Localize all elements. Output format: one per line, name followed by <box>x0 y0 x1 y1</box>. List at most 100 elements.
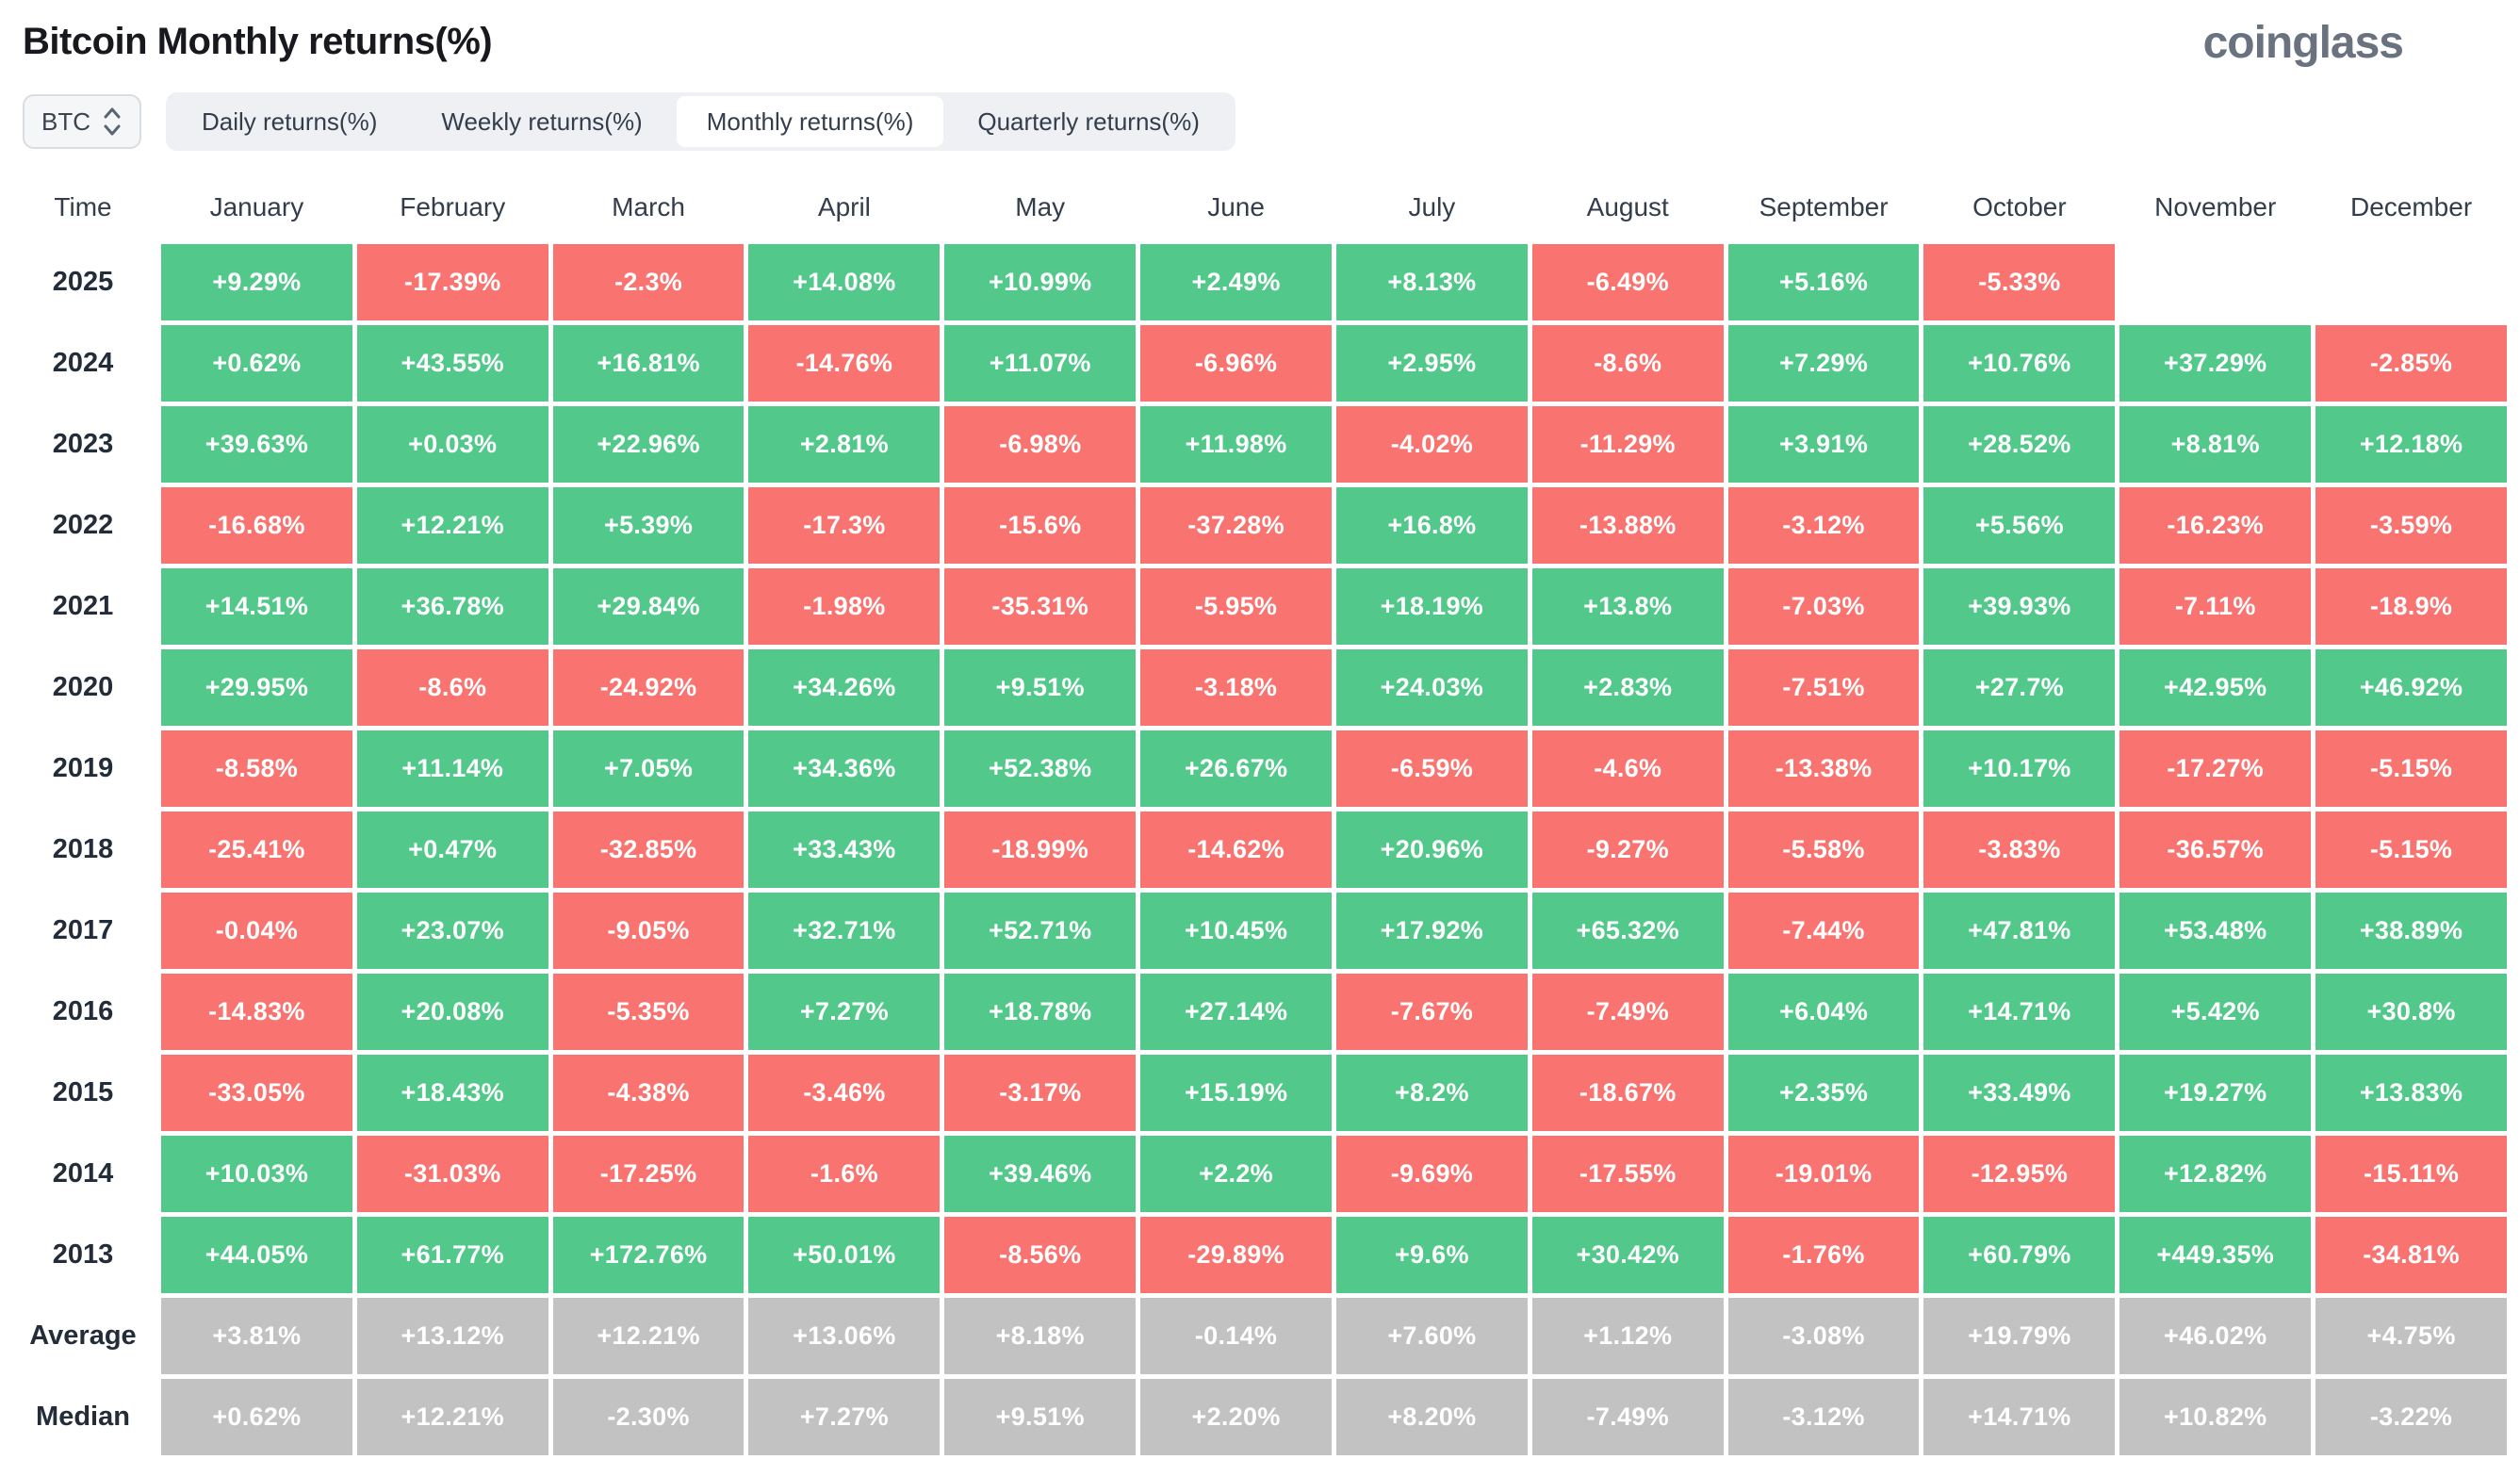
return-cell: +44.05% <box>161 1217 352 1293</box>
return-cell: -17.25% <box>552 1136 745 1212</box>
row-label: 2023 <box>52 429 114 459</box>
return-cell: -7.03% <box>1727 568 1920 645</box>
return-cell: -17.39% <box>356 244 548 320</box>
return-cell: -35.31% <box>944 568 1137 645</box>
return-cell: +53.48% <box>2119 893 2312 969</box>
row-label: 2015 <box>52 1077 114 1107</box>
return-cell: +9.6% <box>1335 1217 1528 1293</box>
return-cell: -3.17% <box>944 1055 1137 1131</box>
return-cell: -31.03% <box>356 1136 548 1212</box>
return-cell: -5.95% <box>1140 568 1332 645</box>
return-cell: +29.95% <box>161 649 352 726</box>
return-cell: -3.22% <box>2315 1379 2507 1455</box>
column-header-month: February <box>400 192 506 221</box>
returns-tabbar: Daily returns(%) Weekly returns(%) Monthly… <box>166 92 1235 151</box>
return-cell: +12.82% <box>2119 1136 2312 1212</box>
return-cell: +34.26% <box>748 649 941 726</box>
column-header-month: March <box>612 192 685 221</box>
return-cell: -36.57% <box>2119 812 2312 888</box>
return-cell: -25.41% <box>161 812 352 888</box>
empty-cell <box>2119 244 2311 320</box>
return-cell: +2.95% <box>1335 325 1528 402</box>
return-cell: +10.17% <box>1923 730 2116 807</box>
return-cell: -11.29% <box>1531 406 1724 483</box>
return-cell: -7.67% <box>1335 974 1528 1050</box>
return-cell: +2.83% <box>1531 649 1724 726</box>
return-cell: +27.14% <box>1140 974 1332 1050</box>
return-cell: +13.12% <box>356 1298 548 1374</box>
tab-daily[interactable]: Daily returns(%) <box>202 107 378 136</box>
return-cell: -3.59% <box>2315 487 2507 564</box>
return-cell: +19.27% <box>2119 1055 2312 1131</box>
return-cell: +32.71% <box>748 893 941 969</box>
return-cell: -17.55% <box>1531 1136 1724 1212</box>
column-header-month: January <box>209 192 304 221</box>
return-cell: -33.05% <box>161 1055 352 1131</box>
tab-quarterly[interactable]: Quarterly returns(%) <box>977 107 1200 136</box>
return-cell: +9.51% <box>944 1379 1137 1455</box>
return-cell: -18.99% <box>944 812 1137 888</box>
return-cell: -14.62% <box>1140 812 1332 888</box>
return-cell: +50.01% <box>748 1217 941 1293</box>
return-cell: +39.63% <box>161 406 352 483</box>
column-header-month: June <box>1207 192 1265 221</box>
return-cell: +3.81% <box>161 1298 352 1374</box>
tab-weekly[interactable]: Weekly returns(%) <box>441 107 643 136</box>
tab-monthly[interactable]: Monthly returns(%) <box>676 96 944 147</box>
return-cell: +1.12% <box>1531 1298 1724 1374</box>
return-cell: +449.35% <box>2119 1217 2312 1293</box>
return-cell: +30.42% <box>1531 1217 1724 1293</box>
column-header-time: Time <box>54 192 112 221</box>
return-cell: +19.79% <box>1923 1298 2116 1374</box>
return-cell: -4.38% <box>552 1055 745 1131</box>
return-cell: -3.83% <box>1923 812 2116 888</box>
row-label: 2019 <box>52 753 114 783</box>
return-cell: +15.19% <box>1140 1055 1332 1131</box>
return-cell: +14.51% <box>161 568 352 645</box>
return-cell: +28.52% <box>1923 406 2116 483</box>
return-cell: +10.03% <box>161 1136 352 1212</box>
return-cell: -16.23% <box>2119 487 2312 564</box>
return-cell: -12.95% <box>1923 1136 2116 1212</box>
return-cell: -15.6% <box>944 487 1137 564</box>
return-cell: +12.21% <box>356 1379 548 1455</box>
returns-table: Time January February March April May June July… <box>9 175 2507 1455</box>
return-cell: -3.12% <box>1727 1379 1920 1455</box>
return-cell: -14.76% <box>748 325 941 402</box>
row-label: 2021 <box>52 591 114 621</box>
return-cell: +42.95% <box>2119 649 2312 726</box>
return-cell: -3.46% <box>748 1055 941 1131</box>
return-cell: +2.49% <box>1140 244 1332 320</box>
return-cell: +47.81% <box>1923 893 2116 969</box>
return-cell: -32.85% <box>552 812 745 888</box>
return-cell: -9.27% <box>1531 812 1724 888</box>
return-cell: +14.08% <box>748 244 941 320</box>
row-label: 2022 <box>52 510 114 540</box>
return-cell: +5.42% <box>2119 974 2312 1050</box>
return-cell: -7.44% <box>1727 893 1920 969</box>
return-cell: +18.19% <box>1335 568 1528 645</box>
return-cell: +6.04% <box>1727 974 1920 1050</box>
row-label: 2025 <box>52 267 114 297</box>
return-cell: +0.03% <box>356 406 548 483</box>
return-cell: -7.51% <box>1727 649 1920 726</box>
return-cell: +10.45% <box>1140 893 1332 969</box>
return-cell: +8.18% <box>944 1298 1137 1374</box>
return-cell: +36.78% <box>356 568 548 645</box>
return-cell: +7.29% <box>1727 325 1920 402</box>
return-cell: +34.36% <box>748 730 941 807</box>
return-cell: +13.8% <box>1531 568 1724 645</box>
return-cell: -5.15% <box>2315 730 2507 807</box>
coin-selector[interactable]: BTC <box>23 94 141 149</box>
return-cell: +8.2% <box>1335 1055 1528 1131</box>
return-cell: +16.8% <box>1335 487 1528 564</box>
return-cell: -4.02% <box>1335 406 1528 483</box>
row-label: Median <box>36 1402 130 1432</box>
return-cell: +9.51% <box>944 649 1137 726</box>
return-cell: +38.89% <box>2315 893 2507 969</box>
return-cell: -1.76% <box>1727 1217 1920 1293</box>
return-cell: +7.60% <box>1335 1298 1528 1374</box>
return-cell: -16.68% <box>161 487 352 564</box>
row-label: 2024 <box>52 348 114 378</box>
return-cell: +5.39% <box>552 487 745 564</box>
